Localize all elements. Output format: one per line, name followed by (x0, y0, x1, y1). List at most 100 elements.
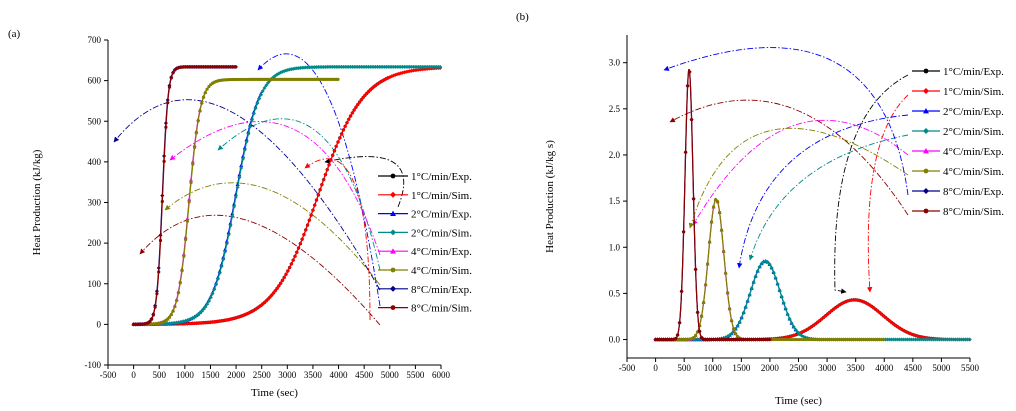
data-point (957, 337, 962, 342)
data-point (751, 280, 756, 285)
data-point (276, 283, 281, 288)
data-point (205, 87, 209, 91)
y-tick-label: 2.5 (609, 104, 621, 114)
data-point (307, 218, 312, 223)
data-point (685, 84, 690, 88)
data-point (148, 320, 152, 324)
data-point (718, 210, 722, 215)
data-point (292, 254, 297, 259)
data-point (234, 65, 238, 69)
series-group (131, 64, 443, 327)
data-point (178, 281, 182, 285)
data-point (911, 337, 916, 342)
data-point (201, 95, 206, 99)
y-tick-label: 600 (88, 76, 102, 86)
annotation-arrows-a (113, 53, 405, 326)
legend-label: 2°C/min/Exp. (411, 209, 472, 221)
data-point (321, 177, 326, 182)
data-point (219, 264, 224, 269)
data-point (925, 337, 930, 342)
legend-item: 4°C/min/Exp. (912, 146, 1004, 158)
legend-item: 1°C/min/Sim. (378, 190, 472, 202)
data-point (203, 304, 208, 309)
axes: -500 0 500 1000 1500 2000 2500 3000 3500 4000 4500… (31, 35, 451, 399)
data-point (755, 268, 760, 273)
data-point (239, 166, 244, 171)
legend-item: 1°C/min/Sim. (912, 86, 1004, 98)
data-point (310, 208, 315, 213)
data-point (730, 318, 734, 323)
data-point (706, 262, 710, 266)
data-point (907, 337, 912, 342)
data-point (273, 288, 278, 293)
legend-label: 8°C/min/Exp. (943, 186, 1004, 198)
panel-label-a: (a) (8, 28, 21, 40)
data-point (301, 232, 306, 237)
series-line (653, 259, 972, 342)
data-point (228, 223, 233, 228)
legend-item: 1°C/min/Exp. (912, 66, 1004, 78)
data-point (722, 249, 726, 253)
legend-label: 4°C/min/Sim. (943, 166, 1004, 178)
data-point (330, 153, 335, 158)
data-point (284, 272, 289, 277)
data-point (185, 219, 190, 223)
y-tick-label: 500 (88, 116, 102, 126)
data-point (768, 337, 772, 342)
legend-item: 2°C/min/Exp. (912, 106, 1004, 118)
data-point (681, 230, 686, 234)
data-point (249, 117, 254, 122)
data-point (683, 150, 688, 154)
y-axis-label: Heat Production (kJ/kg) (31, 149, 43, 255)
series-line (132, 65, 238, 326)
data-point (749, 286, 754, 291)
data-point (189, 180, 193, 185)
data-point (319, 182, 324, 187)
data-point (885, 337, 890, 342)
legend-marker (390, 229, 396, 236)
data-point (933, 337, 938, 342)
data-point (318, 187, 323, 192)
data-point (943, 337, 948, 342)
legend-marker (923, 188, 929, 194)
data-point (696, 310, 700, 314)
data-point (724, 271, 728, 275)
data-point (352, 107, 357, 112)
x-tick-label: 1000 (704, 363, 723, 373)
data-point (260, 89, 265, 94)
data-point (203, 91, 207, 95)
legend-item: 8°C/min/Exp. (378, 284, 472, 296)
data-point (217, 271, 222, 276)
data-point (941, 337, 946, 342)
data-point (240, 156, 245, 161)
data-point (175, 298, 179, 303)
data-point (215, 277, 220, 282)
data-point (903, 337, 908, 342)
data-point (700, 314, 704, 318)
y-tick-label: 2.0 (609, 150, 621, 160)
data-point (171, 309, 175, 313)
data-point (255, 101, 260, 106)
data-point (200, 101, 204, 105)
x-tick-label: 500 (677, 363, 691, 373)
data-point (919, 337, 924, 342)
data-point (201, 307, 206, 312)
data-point (233, 194, 238, 199)
data-point (264, 83, 269, 88)
data-point (899, 337, 904, 342)
data-point (210, 291, 215, 296)
data-point (897, 337, 902, 342)
legend-item: 8°C/min/Exp. (912, 186, 1004, 198)
data-point (294, 250, 299, 255)
data-point (781, 300, 786, 305)
data-point (237, 175, 242, 180)
data-point (726, 291, 730, 295)
chart-panel-a: (a) -500 0 500 1000 1500 2000 2500 3000 3500 4000… (8, 28, 472, 399)
x-tick-label: 3000 (278, 370, 297, 380)
x-tick-label: 5000 (381, 370, 400, 380)
series-path (133, 78, 339, 325)
data-point (182, 254, 186, 258)
data-point (153, 305, 157, 309)
data-point (785, 312, 790, 317)
